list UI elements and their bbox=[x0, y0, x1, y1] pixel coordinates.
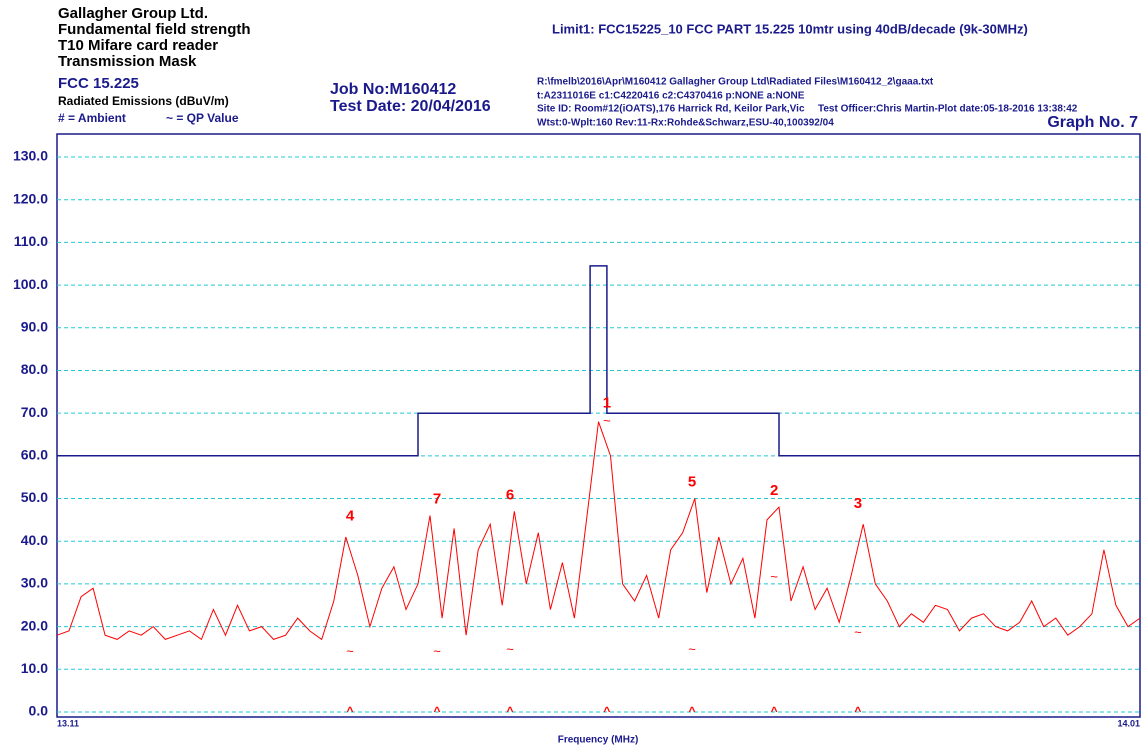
y-tick-label: 110.0 bbox=[14, 233, 48, 249]
marker-label: 1 bbox=[603, 395, 611, 412]
qp-marker: ~ bbox=[433, 644, 441, 659]
file-path: R:\fmelb\2016\Apr\M160412 Gallagher Grou… bbox=[537, 77, 934, 88]
peak-symbol: ^ bbox=[434, 704, 441, 718]
y-tick-label: 90.0 bbox=[21, 318, 48, 334]
units: Radiated Emissions (dBuV/m) bbox=[58, 94, 229, 108]
header-line: Fundamental field strength bbox=[58, 21, 251, 38]
y-tick-label: 60.0 bbox=[21, 447, 48, 463]
qp-marker: ~ bbox=[854, 624, 862, 639]
officer: Test Officer:Chris Martin-Plot date:05-1… bbox=[818, 104, 1078, 115]
marker-label: 4 bbox=[346, 508, 355, 525]
test-date: Test Date: 20/04/2016 bbox=[330, 98, 491, 115]
qp-marker: ~ bbox=[603, 413, 611, 428]
qp-marker: ~ bbox=[770, 569, 778, 584]
y-tick-label: 50.0 bbox=[21, 489, 48, 505]
series-line bbox=[56, 421, 1141, 641]
y-tick-label: 120.0 bbox=[13, 190, 48, 206]
header-line: Transmission Mask bbox=[58, 53, 197, 70]
peak-symbol: ^ bbox=[771, 704, 778, 718]
job-number: Job No:M160412 bbox=[330, 81, 456, 98]
peak-symbol: ^ bbox=[854, 704, 861, 718]
graph-number: Graph No. 7 bbox=[1047, 114, 1138, 131]
peak-symbol: ^ bbox=[347, 704, 354, 718]
y-tick-label: 30.0 bbox=[21, 575, 48, 591]
y-tick-label: 20.0 bbox=[21, 617, 48, 633]
qp-marker: ~ bbox=[688, 641, 696, 656]
marker-label: 3 bbox=[854, 495, 862, 512]
series-line bbox=[57, 265, 1140, 457]
peak-symbol: ^ bbox=[603, 704, 610, 718]
receiver: Wtst:0-Wplt:160 Rev:11-Rx:Rohde&Schwarz,… bbox=[537, 118, 834, 129]
peak-symbol: ^ bbox=[688, 704, 695, 718]
y-tick-label: 70.0 bbox=[21, 404, 48, 420]
qp-marker: ~ bbox=[346, 644, 354, 659]
setup: t:A2311016E c1:C4220416 c2:C4370416 p:NO… bbox=[537, 91, 805, 102]
marker-label: 2 bbox=[770, 482, 778, 499]
y-tick-label: 130.0 bbox=[13, 148, 48, 164]
x-tick-label: 14.01 bbox=[1117, 718, 1140, 728]
plot-frame bbox=[56, 133, 1141, 718]
x-axis-label: Frequency (MHz) bbox=[558, 735, 639, 746]
y-tick-label: 0.0 bbox=[29, 703, 49, 719]
header-company: Gallagher Group Ltd. bbox=[58, 5, 208, 22]
ambient-key: # = Ambient bbox=[58, 111, 126, 125]
qp-marker: ~ bbox=[506, 641, 514, 656]
x-tick-label: 13.11 bbox=[57, 718, 79, 728]
y-tick-label: 40.0 bbox=[21, 532, 48, 548]
marker-label: 7 bbox=[433, 491, 441, 508]
marker-label: 5 bbox=[688, 474, 696, 491]
y-tick-label: 80.0 bbox=[21, 361, 48, 377]
y-tick-label: 100.0 bbox=[13, 276, 48, 292]
peak-symbol: ^ bbox=[507, 704, 514, 718]
y-tick-label: 10.0 bbox=[21, 660, 48, 676]
marker-label: 6 bbox=[506, 486, 514, 503]
standard: FCC 15.225 bbox=[58, 75, 139, 92]
header-line: T10 Mifare card reader bbox=[58, 37, 218, 54]
qp-key: ~ = QP Value bbox=[166, 111, 239, 125]
site: Site ID: Room#12(iOATS),176 Harrick Rd, … bbox=[537, 104, 805, 115]
limit-desc: Limit1: FCC15225_10 FCC PART 15.225 10mt… bbox=[552, 21, 1028, 36]
